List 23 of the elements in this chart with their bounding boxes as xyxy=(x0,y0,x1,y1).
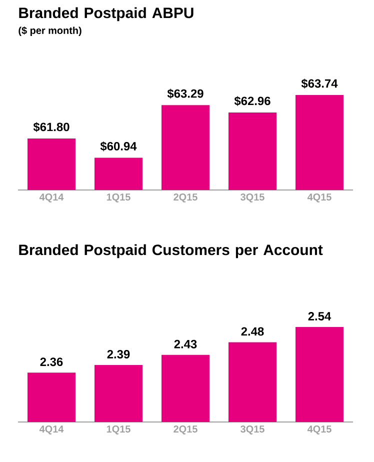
data-label: 2.48 xyxy=(241,327,264,336)
data-label: 2.36 xyxy=(40,358,63,366)
data-label: 2.54 xyxy=(308,312,332,320)
chart-title: Branded Postpaid Customers per Account xyxy=(19,244,323,258)
x-tick-label: 4Q14 xyxy=(39,426,64,434)
data-label: $60.94 xyxy=(100,141,137,152)
x-tick-label: 1Q15 xyxy=(106,194,130,202)
x-tick-label: 4Q15 xyxy=(307,194,332,202)
data-label: $62.96 xyxy=(234,96,270,106)
data-label: $61.80 xyxy=(33,122,70,132)
x-tick-label: 4Q14 xyxy=(39,194,64,202)
data-label: $63.29 xyxy=(167,88,204,99)
x-tick-label: 2Q15 xyxy=(174,426,198,434)
x-tick-label: 3Q15 xyxy=(240,194,264,202)
data-label: 2.39 xyxy=(107,350,130,358)
x-tick-label: 2Q15 xyxy=(174,194,198,202)
x-tick-label: 4Q15 xyxy=(307,426,332,434)
x-tick-label: 1Q15 xyxy=(106,426,130,434)
chart-subtitle: ($ per month) xyxy=(18,26,82,36)
x-tick-label: 3Q15 xyxy=(240,426,264,434)
chart-title: Branded Postpaid ABPU xyxy=(19,7,194,22)
data-label: 2.43 xyxy=(174,340,197,348)
data-label: $63.74 xyxy=(301,78,338,88)
